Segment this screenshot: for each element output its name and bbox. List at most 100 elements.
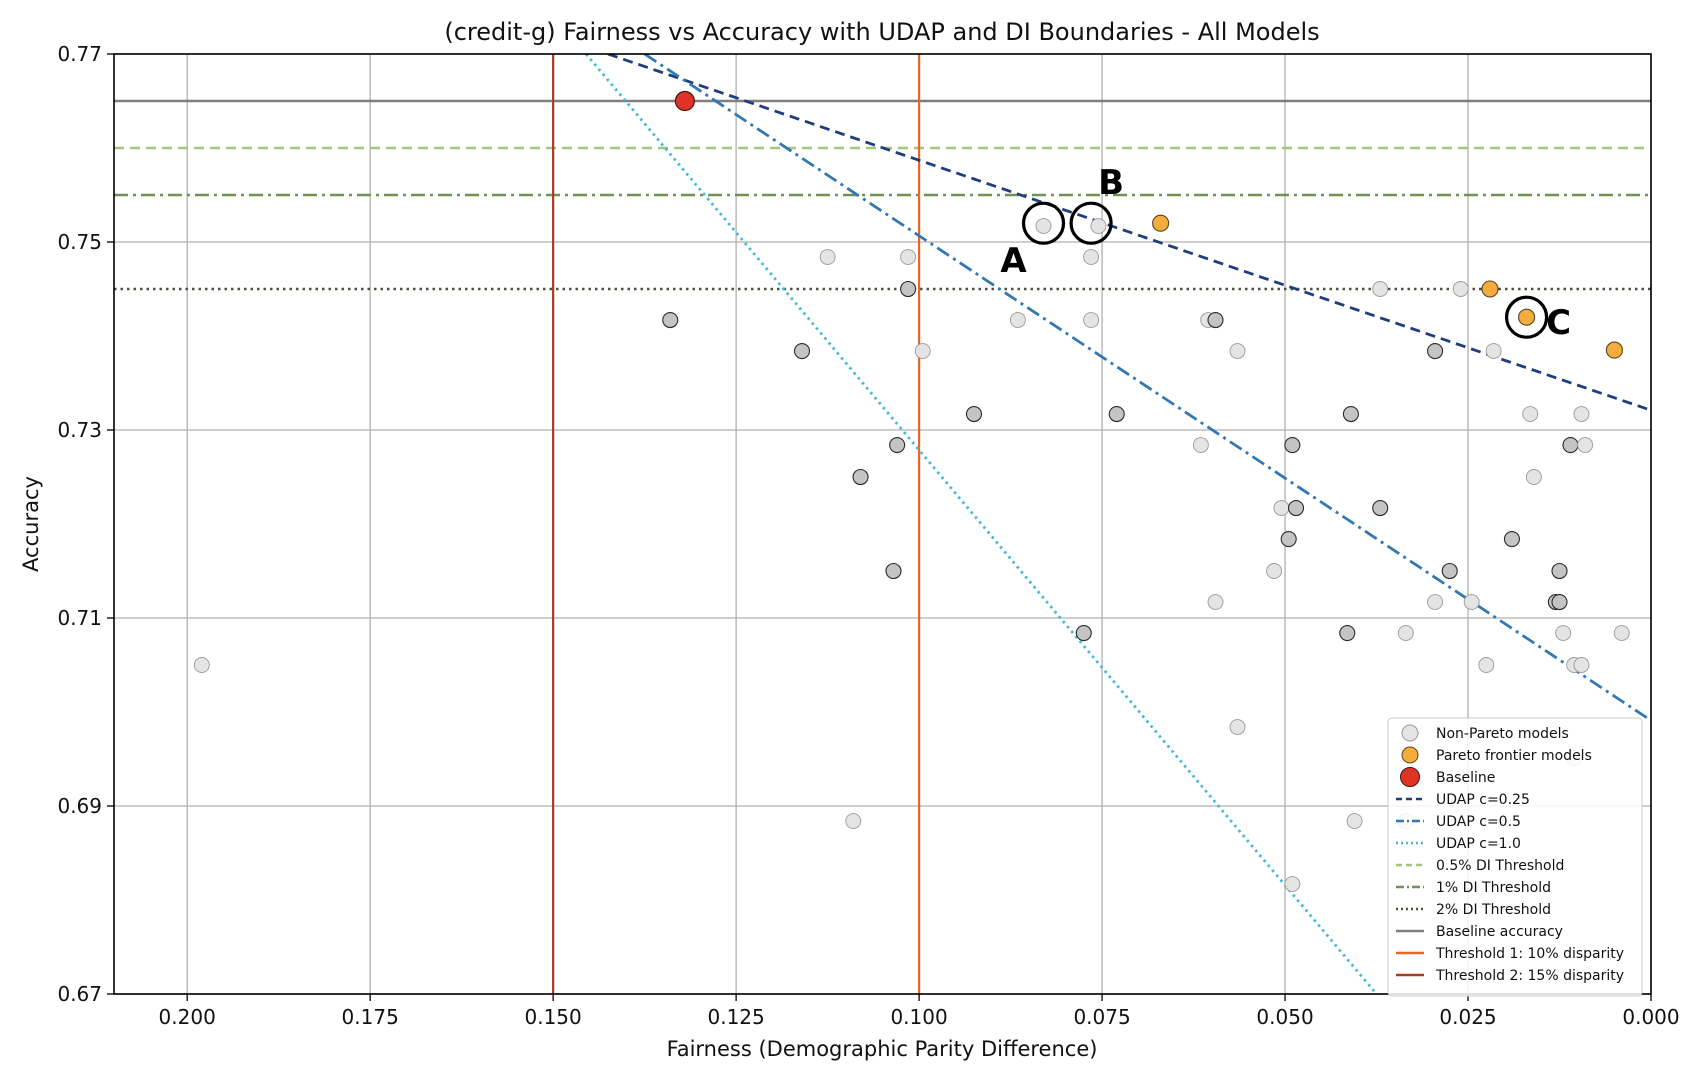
non-pareto-point [1339, 624, 1356, 642]
non-pareto-point [1562, 436, 1579, 454]
y-tick-label: 0.75 [57, 230, 102, 254]
legend-box [1387, 717, 1643, 997]
axis-layer: 0.200 0.175 0.150 0.125 0.100 0.075 0.050 0.025… [57, 42, 1679, 1029]
non-pareto-point [1503, 530, 1520, 548]
non-pareto-point [1573, 406, 1590, 422]
non-pareto-point [845, 813, 862, 829]
non-pareto-point [1551, 562, 1568, 580]
non-pareto-point [900, 280, 917, 298]
annotation-circle-b [1069, 201, 1113, 245]
non-pareto-point [1284, 436, 1301, 454]
non-pareto-point [1192, 437, 1209, 453]
non-pareto-point [1397, 625, 1414, 641]
legend-label-udap-c-0-25: UDAP c=0.25 [1436, 792, 1530, 808]
non-pareto-point [1280, 530, 1297, 548]
y-axis-label: Accuracy [19, 476, 43, 572]
baseline-point [674, 90, 695, 112]
non-pareto-point [1090, 218, 1107, 234]
y-tick-label: 0.69 [57, 794, 102, 818]
x-tick-label: 0.025 [1439, 1005, 1496, 1029]
x-tick-label: 0.125 [707, 1005, 764, 1029]
annotations-layer: A B C [1000, 163, 1571, 343]
non-pareto-point [1372, 499, 1389, 517]
annotation-circle-c [1504, 295, 1549, 339]
legend-marker-pareto-frontier-models [1401, 746, 1419, 764]
non-pareto-point [1075, 624, 1092, 642]
non-pareto-point [1613, 625, 1630, 641]
non-pareto-point [1035, 218, 1052, 234]
legend-label-non-pareto-models: Non-Pareto models [1436, 726, 1569, 742]
legend-label-threshold-2-15-disparity: Threshold 2: 15% disparity [1435, 968, 1624, 984]
non-pareto-point [1372, 281, 1389, 297]
x-tick-label: 0.100 [890, 1005, 947, 1029]
legend: Non-Pareto models Pareto frontier models B… [1387, 717, 1643, 997]
non-pareto-point [885, 562, 902, 580]
pareto-point [1481, 280, 1499, 298]
non-pareto-point [1342, 405, 1359, 423]
non-pareto-point [1427, 342, 1444, 360]
non-pareto-point [662, 311, 679, 329]
non-pareto-point [914, 343, 931, 359]
chart-title: (credit-g) Fairness vs Accuracy with UDA… [444, 18, 1319, 46]
legend-label-0-5-di-threshold: 0.5% DI Threshold [1436, 858, 1564, 874]
non-pareto-point [819, 249, 836, 265]
y-tick-label: 0.71 [57, 606, 102, 630]
non-pareto-point [1287, 499, 1305, 517]
annotation-label-c: C [1546, 303, 1571, 343]
non-pareto-point [1463, 594, 1480, 610]
non-pareto-point [1108, 405, 1125, 423]
legend-label-1-di-threshold: 1% DI Threshold [1436, 880, 1551, 896]
non-pareto-point [1229, 719, 1246, 735]
non-pareto-point [1427, 594, 1444, 610]
non-pareto-point [889, 436, 906, 454]
annotation-label-a: A [1000, 241, 1027, 281]
pareto-point [1152, 214, 1170, 232]
non-pareto-point [965, 405, 983, 423]
x-tick-label: 0.000 [1622, 1005, 1679, 1029]
legend-label-2-di-threshold: 2% DI Threshold [1436, 902, 1551, 918]
non-pareto-point [1273, 500, 1290, 516]
non-pareto-point [1083, 249, 1100, 265]
non-pareto-point [1229, 343, 1246, 359]
legend-label-threshold-1-10-disparity: Threshold 1: 10% disparity [1435, 946, 1624, 962]
non-pareto-point [1522, 406, 1539, 422]
non-pareto-point [1083, 312, 1100, 328]
non-pareto-point [793, 342, 811, 360]
non-pareto-point [1478, 657, 1495, 673]
non-pareto-point [1441, 562, 1458, 580]
udap-line-2 [643, 54, 1651, 722]
annotation-circle-a [1021, 201, 1066, 245]
x-tick-label: 0.175 [342, 1005, 399, 1029]
legend-label-pareto-frontier-models: Pareto frontier models [1436, 748, 1592, 764]
non-pareto-point [1555, 625, 1572, 641]
reference-lines-layer [114, 54, 1651, 994]
plot-frame [113, 53, 1652, 995]
non-pareto-point [1266, 563, 1283, 579]
y-tick-label: 0.67 [57, 982, 102, 1006]
legend-label-udap-c-0-5: UDAP c=0.5 [1436, 814, 1521, 830]
x-tick-label: 0.200 [159, 1005, 216, 1029]
x-tick-label: 0.075 [1073, 1005, 1130, 1029]
non-pareto-point [1485, 343, 1502, 359]
legend-label-baseline: Baseline [1436, 770, 1495, 786]
non-pareto-point [1525, 469, 1542, 485]
non-pareto-point [1207, 311, 1224, 329]
x-tick-label: 0.050 [1256, 1005, 1313, 1029]
legend-marker-baseline [1400, 767, 1420, 787]
pareto-point [1518, 308, 1536, 326]
pareto-point [1605, 341, 1623, 359]
non-pareto-point [1452, 281, 1469, 297]
non-pareto-point [1573, 657, 1590, 673]
non-pareto-point [1577, 437, 1594, 453]
x-axis-label: Fairness (Demographic Parity Difference) [667, 1037, 1098, 1061]
non-pareto-point [1207, 594, 1224, 610]
non-pareto-point [193, 657, 210, 673]
x-tick-label: 0.150 [525, 1005, 582, 1029]
non-pareto-point [1284, 876, 1301, 892]
y-tick-label: 0.73 [57, 418, 102, 442]
udap-line-1 [607, 54, 1651, 412]
non-pareto-point [1346, 813, 1363, 829]
y-tick-label: 0.77 [57, 42, 102, 66]
annotation-label-b: B [1098, 163, 1124, 203]
